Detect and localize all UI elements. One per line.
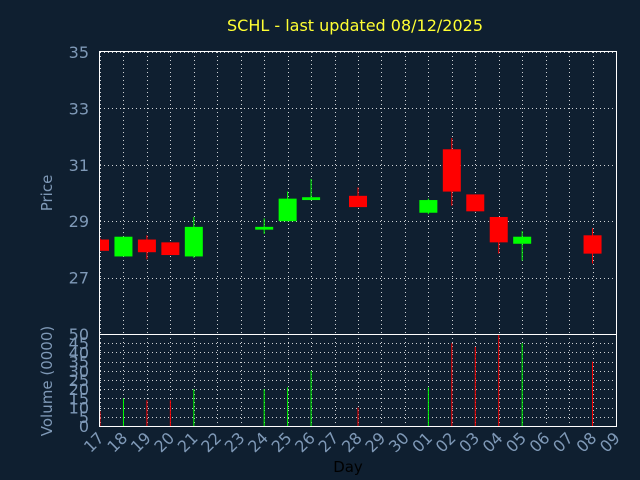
price-tick-label: 27 — [69, 269, 89, 288]
volume-tick-label: 5 — [79, 408, 89, 427]
candle-body — [583, 235, 602, 254]
volume-tick-label: 30 — [69, 362, 89, 381]
volume-tick-label: 0 — [79, 417, 89, 436]
candle-body — [513, 236, 532, 244]
candle-body — [137, 239, 156, 253]
volume-tick-label: 40 — [69, 343, 89, 362]
candle-body — [349, 195, 367, 208]
volume-tick-label: 15 — [69, 389, 89, 408]
price-tick-label: 29 — [69, 212, 89, 231]
volume-tick-label: 25 — [69, 371, 89, 390]
volume-tick-label: 50 — [69, 325, 89, 344]
x-tick-labels: 1718192021222324252627282930010203040506… — [80, 428, 624, 456]
volume-tick-label: 35 — [69, 353, 89, 372]
price-tick-labels: 35 33 31 29 27 — [69, 43, 89, 288]
candle-body — [161, 242, 180, 256]
candle-body — [255, 226, 274, 230]
chart-title: SCHL - last updated 08/12/2025 — [227, 16, 483, 35]
volume-panel-frame — [99, 334, 617, 427]
price-tick-label: 33 — [69, 99, 89, 118]
price-candles — [99, 138, 602, 264]
price-tick-label: 35 — [69, 43, 89, 62]
volume-axis-label: Volume (0000) — [38, 326, 56, 436]
price-axis-label: Price — [38, 175, 56, 212]
volume-tick-label: 20 — [69, 380, 89, 399]
candle-body — [442, 149, 461, 192]
candle-body — [302, 197, 321, 201]
candle-body — [466, 194, 485, 212]
price-tick-label: 31 — [69, 156, 89, 175]
x-axis-label: Day — [333, 458, 363, 476]
candle-body — [184, 226, 203, 257]
candle-body — [114, 236, 133, 257]
candle-body — [419, 200, 438, 213]
volume-tick-label: 45 — [69, 334, 89, 353]
candle-body — [489, 216, 508, 243]
candle-body — [278, 198, 297, 222]
volume-tick-label: 10 — [69, 399, 89, 418]
candle-body — [100, 239, 109, 251]
